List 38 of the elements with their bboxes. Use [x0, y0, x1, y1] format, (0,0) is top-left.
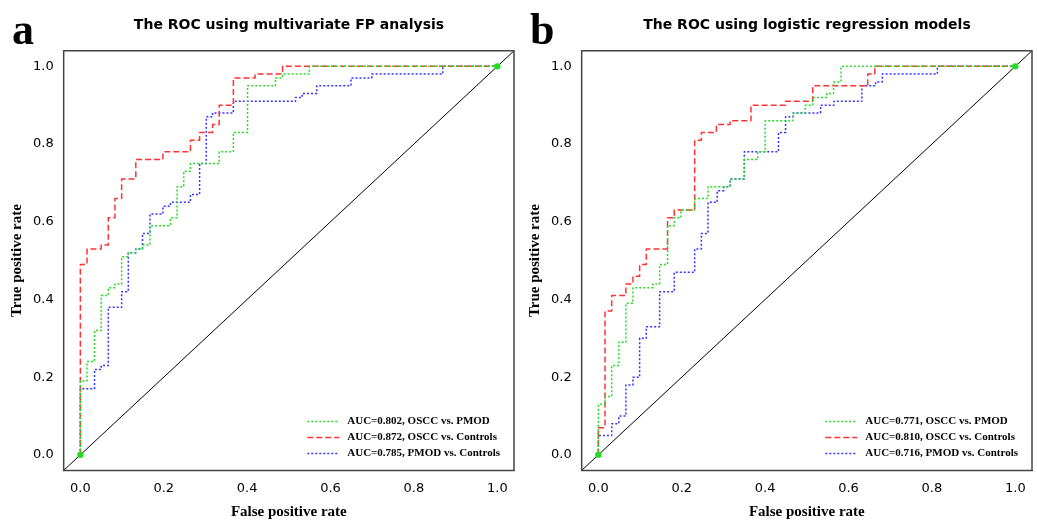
y-tick-label: 0.4 [550, 290, 572, 306]
legend-label: AUC=0.785, PMOD vs. Controls [347, 446, 501, 459]
x-tick-label: 0.0 [588, 479, 609, 495]
x-tick-label: 0.6 [838, 479, 859, 495]
y-axis-title: True positive rate [525, 203, 542, 318]
legend-label: AUC=0.802, OSCC vs. PMOD [347, 414, 490, 427]
x-tick-label: 0.2 [153, 479, 175, 495]
x-axis-title: False positive rate [748, 502, 866, 519]
x-tick-label: 0.4 [754, 479, 776, 495]
x-tick-label: 0.4 [236, 479, 258, 495]
x-tick-label: 0.6 [320, 479, 341, 495]
x-tick-label: 0.2 [671, 479, 693, 495]
text: a [12, 4, 34, 56]
y-tick-label: 0.8 [32, 135, 54, 151]
text: b [530, 4, 555, 56]
x-tick-label: 1.0 [486, 479, 508, 495]
y-tick-label: 0.2 [32, 368, 54, 384]
x-axis-title: False positive rate [230, 502, 348, 519]
legend-label: AUC=0.771, OSCC vs. PMOD [865, 414, 1008, 427]
y-tick-label: 0.8 [550, 135, 572, 151]
y-tick-label: 0.0 [550, 446, 572, 462]
chart-title: The ROC using logistic regression models [642, 16, 972, 32]
y-tick-label: 0.2 [550, 368, 572, 384]
legend-label: AUC=0.872, OSCC vs. Controls [347, 430, 498, 443]
x-tick-label: 0.0 [70, 479, 91, 495]
legend-label: AUC=0.716, PMOD vs. Controls [865, 446, 1019, 459]
legend-label: AUC=0.810, OSCC vs. Controls [865, 430, 1016, 443]
x-tick-label: 0.8 [403, 479, 425, 495]
chart-title: The ROC using multivariate FP analysis [132, 16, 446, 32]
x-tick-label: 1.0 [1004, 479, 1026, 495]
y-tick-label: 0.0 [32, 446, 54, 462]
y-tick-label: 0.6 [550, 213, 572, 229]
y-axis-title: True positive rate [7, 203, 24, 318]
y-tick-label: 0.4 [32, 290, 54, 306]
y-tick-label: 1.0 [550, 57, 572, 73]
y-tick-label: 0.6 [32, 213, 54, 229]
y-tick-label: 1.0 [32, 57, 54, 73]
x-tick-label: 0.8 [921, 479, 943, 495]
